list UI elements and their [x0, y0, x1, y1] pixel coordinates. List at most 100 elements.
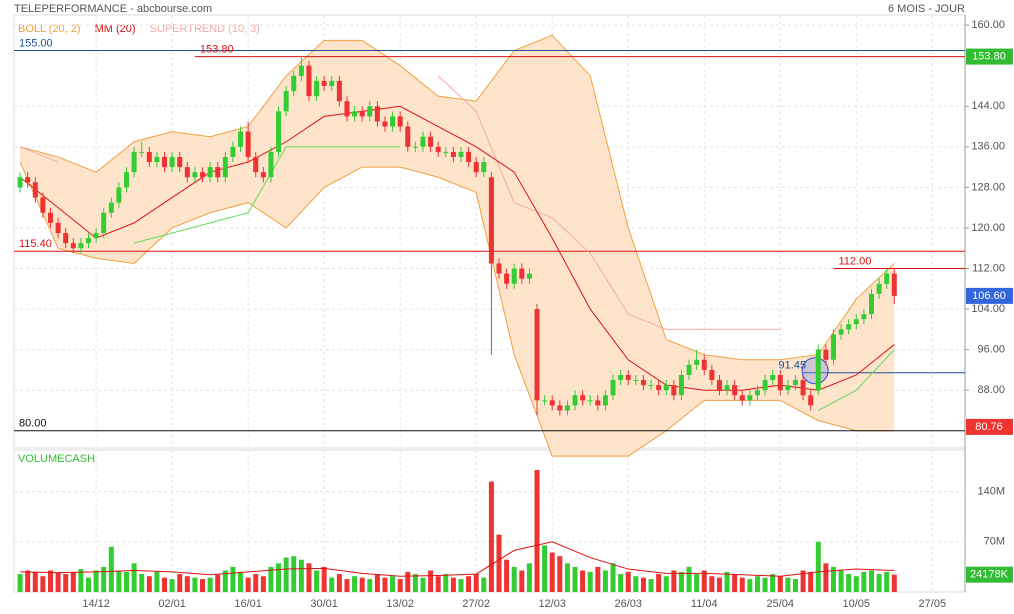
candle-body: [382, 121, 388, 127]
volume-bar: [542, 545, 548, 592]
candle-body: [412, 146, 418, 148]
volume-bar: [580, 570, 586, 592]
candle-body: [405, 126, 411, 147]
supertrend-down: [19, 75, 781, 330]
price-tag-label: 80.76: [975, 421, 1003, 433]
volume-bar: [162, 577, 168, 592]
volume-bar: [861, 571, 867, 592]
candle-body: [739, 395, 745, 401]
volume-bar: [108, 546, 114, 592]
volume-bar: [557, 556, 563, 592]
x-tick-label: 13/02: [386, 598, 414, 610]
volume-bar: [511, 566, 517, 592]
y-tick-label: 120.00: [971, 222, 1005, 234]
candle-body: [291, 75, 297, 92]
volume-bar: [488, 481, 494, 592]
volume-bar: [17, 574, 23, 592]
candle-body: [192, 172, 198, 178]
candle-body: [131, 151, 137, 173]
y-tick-label: 144.00: [971, 100, 1005, 112]
x-tick-label: 02/01: [158, 598, 186, 610]
volume-bar: [78, 569, 84, 592]
volume-bar: [610, 563, 616, 592]
volume-bar: [602, 570, 608, 592]
candle-body: [47, 212, 53, 223]
candle-body: [420, 136, 426, 147]
candle-body: [101, 212, 107, 234]
candle-body: [549, 400, 555, 406]
volume-bar: [458, 579, 464, 592]
volume-bar: [405, 571, 411, 592]
volume-average: [20, 541, 895, 577]
candle-body: [701, 359, 707, 370]
candle-body: [762, 380, 768, 391]
volume-bar: [587, 571, 593, 592]
candle-body: [656, 385, 662, 391]
candle-body: [298, 65, 304, 76]
candle-body: [724, 385, 730, 391]
volume-bar: [466, 576, 472, 592]
x-tick-label: 26/03: [614, 598, 642, 610]
volume-bar: [785, 577, 791, 592]
candle-body: [93, 233, 99, 239]
candle-body: [648, 385, 654, 387]
x-tick-label: 27/05: [919, 598, 947, 610]
candle-body: [306, 65, 312, 97]
volume-bar: [618, 574, 624, 592]
volume-bar: [321, 566, 327, 592]
volume-bar: [694, 574, 700, 592]
volume-bar: [222, 570, 228, 592]
supertrend-up: [133, 146, 895, 411]
candle-body: [511, 268, 517, 284]
volume-bar: [853, 576, 859, 592]
candle-body: [17, 177, 23, 188]
candle-body: [747, 395, 753, 401]
volume-bar: [32, 571, 38, 592]
candle-body: [564, 405, 570, 411]
volume-bar: [397, 579, 403, 592]
volume-legend: VOLUMECASH: [18, 453, 95, 465]
candle-body: [32, 182, 38, 198]
x-tick-label: 12/03: [538, 598, 566, 610]
volume-bar: [352, 576, 358, 592]
price-tag: [966, 566, 1013, 583]
candle-body: [78, 243, 84, 249]
price-tag-label: 106.60: [972, 290, 1006, 302]
volume-bar: [55, 572, 61, 592]
y-tick-label: 136.00: [971, 141, 1005, 153]
x-tick-label: 14/12: [82, 598, 110, 610]
volume-bar: [336, 574, 342, 592]
level-marker: [801, 357, 829, 385]
volume-bar: [124, 571, 130, 592]
y-tick-label: 140M: [977, 486, 1005, 498]
volume-bar: [671, 570, 677, 592]
candle-body: [169, 156, 175, 168]
y-tick-label: 96.00: [977, 344, 1005, 356]
candle-body: [709, 369, 715, 381]
volume-bar: [245, 577, 251, 592]
volume-bar: [815, 541, 821, 592]
candle-body: [716, 380, 722, 391]
y-tick-label: 112.00: [972, 262, 1005, 274]
volume-bar: [762, 577, 768, 592]
volume-bar: [481, 577, 487, 592]
candle-body: [25, 177, 31, 183]
volume-bar: [344, 579, 350, 592]
candle-body: [116, 187, 122, 203]
y-tick-label: 104.00: [971, 303, 1005, 315]
volume-bar: [884, 571, 890, 592]
x-tick-label: 27/02: [462, 598, 490, 610]
candle-body: [891, 273, 897, 296]
candle-body: [823, 349, 829, 360]
candle-body: [587, 400, 593, 402]
volume-bar: [686, 566, 692, 592]
candle-body: [572, 395, 578, 406]
volume-bar: [359, 577, 365, 592]
volume-bar: [549, 552, 555, 592]
volume-bar: [572, 566, 578, 592]
volume-bar: [496, 534, 502, 592]
volume-bar: [85, 577, 91, 592]
candle-body: [678, 374, 684, 396]
candle-body: [245, 131, 251, 157]
